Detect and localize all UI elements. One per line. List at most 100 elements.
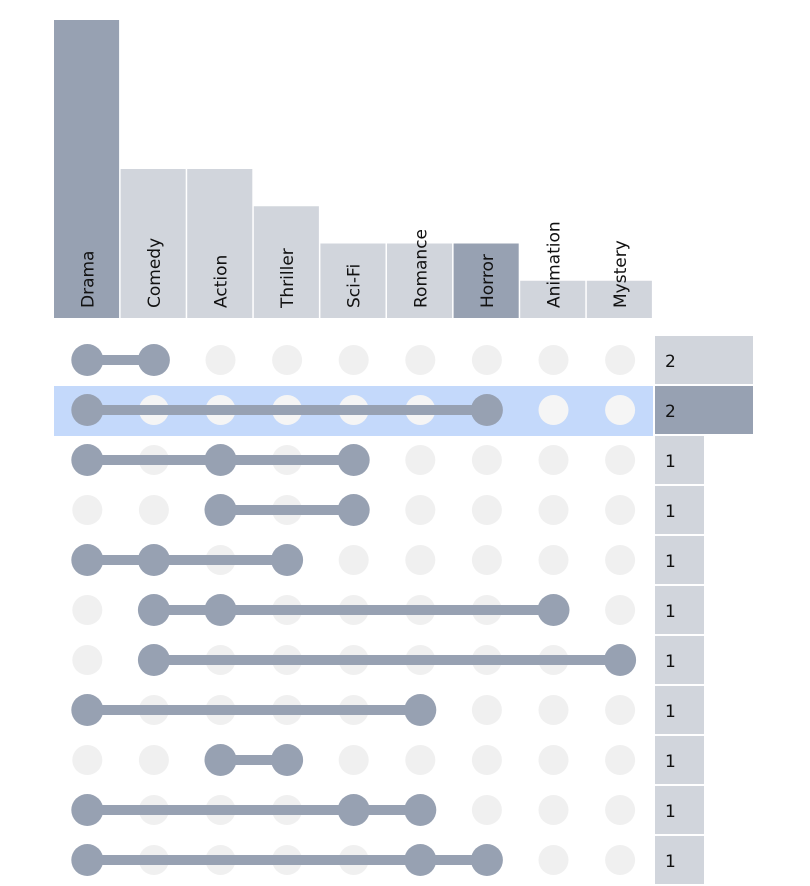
matrix-dot-horror (470, 844, 503, 876)
matrix-dot-empty (471, 745, 502, 775)
matrix-dot-comedy (137, 344, 170, 376)
intersection-row[interactable] (71, 694, 636, 726)
count-label: 1 (665, 702, 676, 722)
matrix-dot-drama (71, 444, 104, 476)
matrix-dot-drama (71, 844, 104, 876)
intersection-row[interactable] (72, 594, 636, 626)
matrix-dot-empty (538, 495, 569, 525)
count-label: 1 (665, 552, 676, 572)
matrix-dot-thriller (271, 544, 304, 576)
count-bar (655, 536, 704, 584)
matrix-dot-drama (71, 544, 104, 576)
matrix-dot-thriller (271, 744, 304, 776)
set-bar-animation (520, 280, 586, 318)
count-bar (655, 336, 753, 384)
matrix-dot-empty (338, 345, 369, 375)
intersection-row[interactable] (54, 386, 653, 436)
count-label: 1 (665, 802, 676, 822)
matrix-dot-empty (471, 495, 502, 525)
matrix-dot-empty (605, 845, 636, 875)
matrix-dot-animation (537, 594, 570, 626)
intersection-row[interactable] (71, 544, 636, 576)
matrix-dot-empty (72, 495, 103, 525)
matrix-dot-empty (405, 445, 436, 475)
matrix-dot-empty (605, 345, 636, 375)
matrix-dot-sci-fi (337, 444, 370, 476)
matrix-dot-empty (538, 445, 569, 475)
matrix-dot-action (204, 744, 237, 776)
matrix-dot-action (204, 444, 237, 476)
matrix-dot-empty (605, 545, 636, 575)
set-bar-horror (453, 243, 519, 318)
matrix-dot-comedy (137, 644, 170, 676)
matrix-dot-empty (138, 745, 169, 775)
matrix-dot-empty (538, 845, 569, 875)
matrix-dot-empty (471, 345, 502, 375)
matrix-dot-romance (404, 844, 437, 876)
matrix-dot-action (204, 594, 237, 626)
set-bar-comedy (120, 169, 186, 318)
set-label: Drama (78, 251, 98, 308)
intersection-row[interactable] (72, 744, 636, 776)
matrix-dot-comedy (137, 594, 170, 626)
matrix-dot-empty (405, 345, 436, 375)
intersection-row[interactable] (71, 794, 636, 826)
count-bar (655, 736, 704, 784)
matrix-dot-empty (538, 345, 569, 375)
matrix-dot-empty (538, 795, 569, 825)
intersection-count-bars: 2 2 1 1 1 1 1 1 1 1 1 (655, 336, 753, 884)
count-bar (655, 836, 704, 884)
matrix-dot-empty (72, 595, 103, 625)
count-bar (655, 486, 704, 534)
count-bar (655, 436, 704, 484)
matrix-dot-empty (72, 745, 103, 775)
matrix-dot-romance (404, 794, 437, 826)
set-label: Action (212, 255, 232, 308)
matrix-dot-empty (538, 745, 569, 775)
set-bar-action (187, 169, 253, 318)
matrix-dot-empty (605, 595, 636, 625)
intersection-row[interactable] (72, 644, 637, 676)
count-label: 2 (665, 402, 676, 422)
set-bar-drama (54, 20, 120, 318)
matrix-dot-empty (138, 495, 169, 525)
count-label: 1 (665, 752, 676, 772)
intersection-matrix (54, 344, 653, 876)
set-label: Romance (411, 229, 431, 308)
matrix-dot-empty (471, 545, 502, 575)
matrix-dot-empty (605, 745, 636, 775)
set-bar-thriller (253, 206, 319, 318)
count-label: 1 (665, 852, 676, 872)
set-bar-romance (387, 243, 453, 318)
matrix-dot-empty (272, 345, 303, 375)
matrix-dot-horror (470, 394, 503, 426)
set-label: Horror (478, 254, 498, 308)
set-bar-mystery (586, 280, 652, 318)
matrix-dot-empty (605, 445, 636, 475)
count-label: 2 (665, 352, 676, 372)
set-label: Thriller (278, 248, 298, 309)
intersection-row[interactable] (72, 494, 636, 526)
count-bar (655, 386, 753, 434)
set-label: Animation (545, 221, 565, 308)
count-label: 1 (665, 652, 676, 672)
count-bar (655, 686, 704, 734)
matrix-dot-empty (205, 345, 236, 375)
matrix-dot-drama (71, 794, 104, 826)
set-size-bars: Drama Comedy Action Thriller Sci-Fi Romance Ho… (54, 20, 652, 318)
matrix-dot-empty (405, 745, 436, 775)
matrix-dot-drama (71, 394, 104, 426)
matrix-dot-mystery (604, 644, 637, 676)
matrix-dot-drama (71, 344, 104, 376)
matrix-dot-sci-fi (337, 494, 370, 526)
count-bar (655, 586, 704, 634)
intersection-row[interactable] (71, 344, 636, 376)
matrix-dot-empty (471, 695, 502, 725)
matrix-dot-empty (605, 395, 636, 425)
intersection-row[interactable] (71, 444, 636, 476)
count-bar (655, 636, 704, 684)
intersection-row[interactable] (71, 844, 636, 876)
count-label: 1 (665, 452, 676, 472)
matrix-dot-sci-fi (337, 794, 370, 826)
